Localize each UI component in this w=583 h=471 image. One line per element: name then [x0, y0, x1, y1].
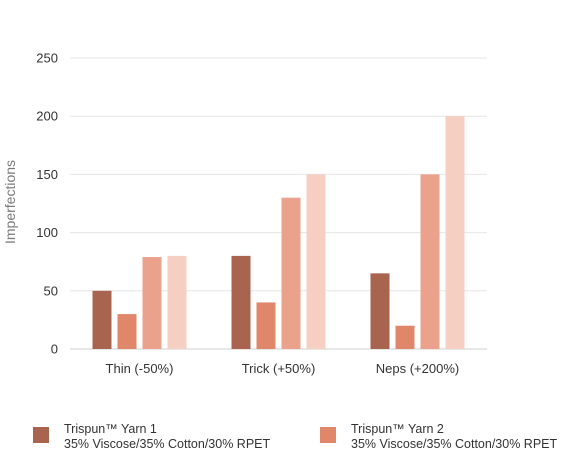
y-tick-label: 100: [36, 225, 58, 240]
bar-1-1: [92, 290, 112, 349]
y-tick-label: 150: [36, 167, 58, 182]
legend-text-2: Trispun™ Yarn 2 35% Viscose/35% Cotton/3…: [351, 422, 557, 452]
x-tick-label: Thin (-50%): [106, 361, 174, 376]
bar-3-2: [395, 325, 415, 349]
bar-1-3: [142, 257, 162, 349]
bar-1-4: [167, 255, 187, 349]
legend-label-1: Trispun™ Yarn 1: [64, 422, 157, 436]
y-tick-label: 250: [36, 51, 58, 66]
y-tick-label: 50: [44, 283, 58, 298]
bar-2-4: [306, 174, 326, 349]
legend-swatch-2: [320, 427, 336, 443]
bar-1-2: [117, 314, 137, 349]
legend-label-2: Trispun™ Yarn 2: [351, 422, 444, 436]
legend-desc-1: 35% Viscose/35% Cotton/30% RPET: [64, 437, 271, 451]
y-axis-ticks: 0 50 100 150 200 250: [36, 51, 58, 357]
y-tick-label: 200: [36, 109, 58, 124]
bar-2-3: [281, 197, 301, 349]
y-tick-label: 0: [51, 342, 58, 357]
bar-chart: 0 50 100 150 200 250 Thin (-50%) Trick (+50%) N…: [2, 51, 487, 376]
bar-3-1: [370, 273, 390, 349]
x-axis-ticks: Thin (-50%) Trick (+50%) Neps (+200%): [106, 361, 460, 376]
legend-desc-2: 35% Viscose/35% Cotton/30% RPET: [351, 437, 558, 451]
bar-2-2: [256, 302, 276, 349]
gridlines: [70, 57, 487, 350]
bar-3-4: [445, 116, 465, 349]
legend-text-1: Trispun™ Yarn 1 35% Viscose/35% Cotton/3…: [64, 422, 270, 452]
bar-2-1: [231, 255, 251, 349]
bars: [92, 116, 465, 349]
bar-3-3: [420, 174, 440, 349]
y-axis-label: Imperfections: [2, 160, 18, 244]
legend-swatch-1: [33, 427, 49, 443]
x-tick-label: Neps (+200%): [376, 361, 459, 376]
x-tick-label: Trick (+50%): [242, 361, 316, 376]
